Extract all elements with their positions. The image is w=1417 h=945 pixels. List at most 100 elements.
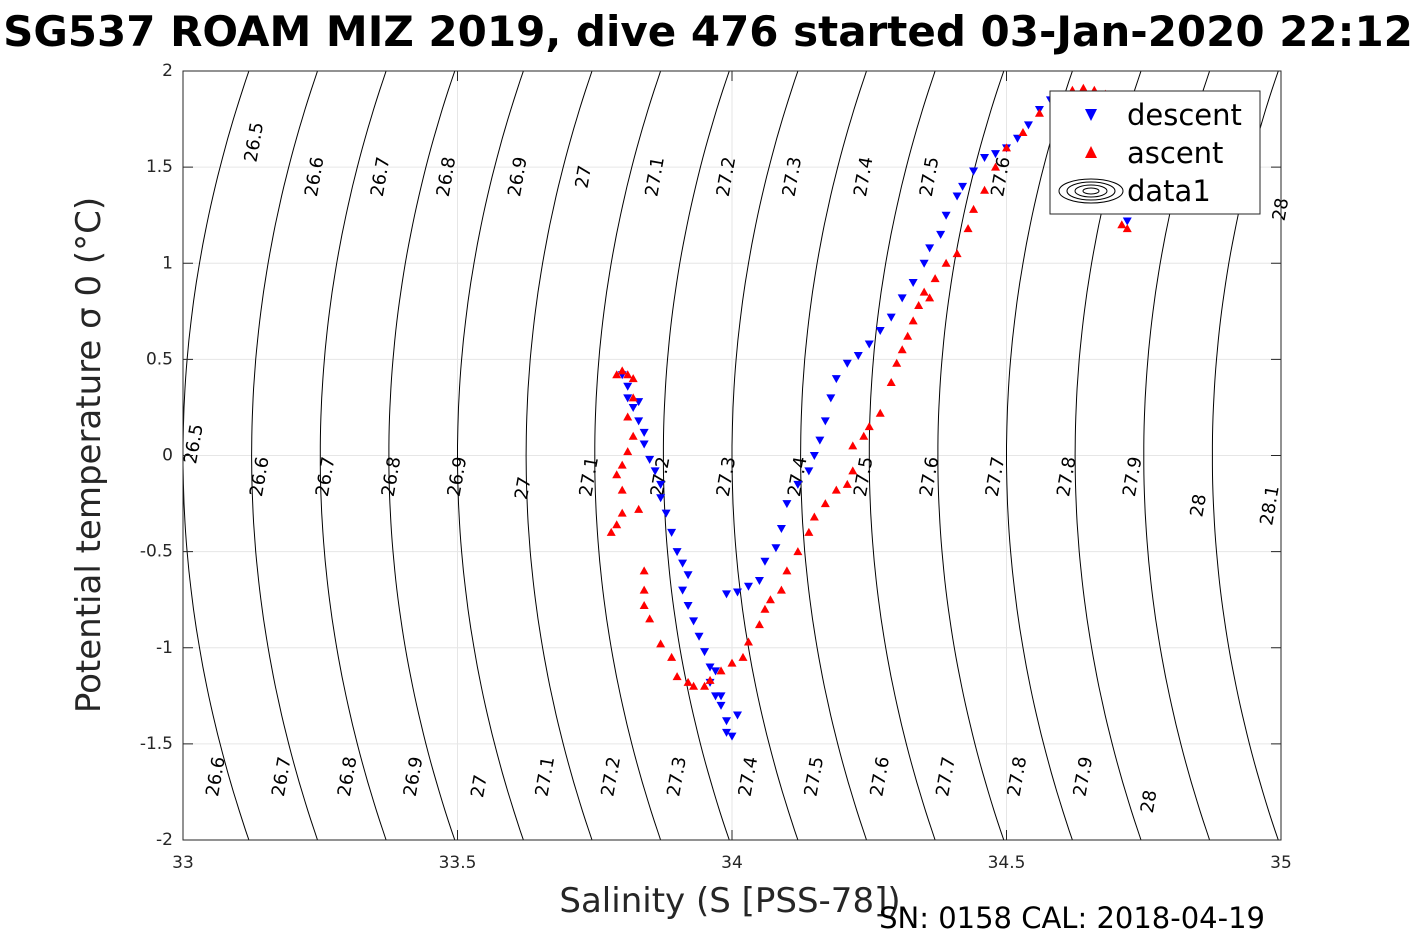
- ascent-point: [804, 527, 814, 536]
- axis-ticks: 33 33.5 34 34.5 35 2 1.5 1 0.5 0 -0.5 -1 -1.5 -2: [140, 61, 1292, 873]
- descent-point: [672, 548, 682, 557]
- ascent-point: [612, 370, 622, 379]
- descent-point: [831, 375, 841, 384]
- descent-point: [683, 601, 693, 610]
- ascent-point: [980, 185, 990, 194]
- descent-point: [886, 313, 896, 322]
- ascent-point: [941, 258, 951, 267]
- density-contour-label: 27: [467, 773, 492, 799]
- descent-point: [623, 382, 633, 391]
- descent-point: [661, 509, 671, 518]
- ascent-point: [689, 681, 699, 690]
- ascent-point: [809, 512, 819, 521]
- legend: descent ascent data1: [1049, 90, 1261, 215]
- descent-point: [678, 586, 688, 595]
- descent-point: [645, 455, 655, 464]
- descent-point: [897, 294, 907, 303]
- ascent-point: [606, 527, 616, 536]
- ascent-point: [705, 675, 715, 684]
- legend-descent-marker: [1085, 109, 1097, 121]
- legend-contour-icon: [1058, 178, 1124, 204]
- ascent-point: [776, 585, 786, 594]
- descent-point: [656, 494, 666, 503]
- legend-data1-label: data1: [1127, 174, 1211, 208]
- density-contour-line: [1006, 71, 1073, 840]
- descent-point: [793, 480, 803, 489]
- ascent-point: [963, 224, 973, 233]
- density-contour-line: [662, 71, 730, 840]
- descent-point: [760, 557, 770, 566]
- descent-point: [1023, 121, 1033, 130]
- x-tick-label: 35: [1270, 853, 1292, 873]
- ascent-point: [623, 412, 633, 421]
- y-tick-label: -1.5: [140, 734, 173, 754]
- ascent-point: [716, 666, 726, 675]
- ascent-point: [908, 316, 918, 325]
- density-contour-label: 27: [571, 164, 596, 190]
- descent-point: [1122, 217, 1132, 226]
- descent-point: [678, 559, 688, 568]
- ascent-point: [623, 447, 633, 456]
- descent-point: [952, 192, 962, 201]
- descent-point: [941, 211, 951, 220]
- descent-point: [689, 617, 699, 626]
- ascent-point: [1122, 224, 1132, 233]
- ascent-point: [991, 162, 1001, 171]
- ascent-point: [897, 345, 907, 354]
- ascent-point: [859, 431, 869, 440]
- descent-point: [732, 711, 742, 720]
- descent-point: [969, 167, 979, 176]
- chart-title: SG537 ROAM MIZ 2019, dive 476 started 03…: [3, 7, 1413, 56]
- legend-descent-label: descent: [1127, 98, 1242, 132]
- ascent-point: [743, 637, 753, 646]
- descent-point: [875, 327, 885, 336]
- descent-point: [743, 582, 753, 591]
- descent-point: [634, 417, 644, 426]
- ascent-point: [793, 547, 803, 556]
- density-contour-line: [594, 71, 662, 840]
- descent-point: [1012, 134, 1022, 143]
- ascent-point: [875, 408, 885, 417]
- descent-point: [936, 230, 946, 239]
- x-tick-label: 33: [172, 853, 194, 873]
- y-tick-label: 1.5: [146, 157, 173, 177]
- ascent-point: [639, 585, 649, 594]
- ascent-point: [864, 422, 874, 431]
- ascent-point: [672, 672, 682, 681]
- density-contour-line: [457, 71, 524, 840]
- ascent-point: [820, 499, 830, 508]
- ascent-point: [683, 677, 693, 686]
- x-tick-label: 33.5: [439, 853, 477, 873]
- legend-ascent-label: ascent: [1127, 136, 1223, 170]
- ascent-point: [969, 204, 979, 213]
- ascent-point: [930, 274, 940, 283]
- legend-ascent-marker: [1085, 146, 1097, 158]
- density-contour-line: [868, 71, 936, 840]
- ascent-point: [656, 639, 666, 648]
- density-contours: [183, 71, 1279, 840]
- density-contour-line: [525, 71, 593, 840]
- descent-point: [732, 588, 742, 597]
- ascent-point: [886, 377, 896, 386]
- x-tick-label: 34.5: [988, 853, 1026, 873]
- density-contour-label: 27: [511, 475, 536, 501]
- x-tick-label: 34: [721, 853, 743, 873]
- ascent-point: [623, 370, 633, 379]
- descent-point: [908, 278, 918, 287]
- descent-point: [771, 544, 781, 553]
- descent-point: [782, 500, 792, 509]
- descent-point: [628, 403, 638, 412]
- ascent-point: [782, 566, 792, 575]
- descent-point: [842, 359, 852, 368]
- descent-point: [864, 340, 874, 349]
- descent-point: [958, 182, 968, 191]
- ascent-point: [1018, 128, 1028, 137]
- descent-point: [716, 701, 726, 710]
- density-contour-line: [388, 71, 456, 840]
- descent-point: [826, 394, 836, 403]
- density-contour-line: [251, 71, 318, 840]
- descent-point: [639, 428, 649, 437]
- ascent-point: [617, 366, 627, 375]
- descent-point: [722, 590, 732, 599]
